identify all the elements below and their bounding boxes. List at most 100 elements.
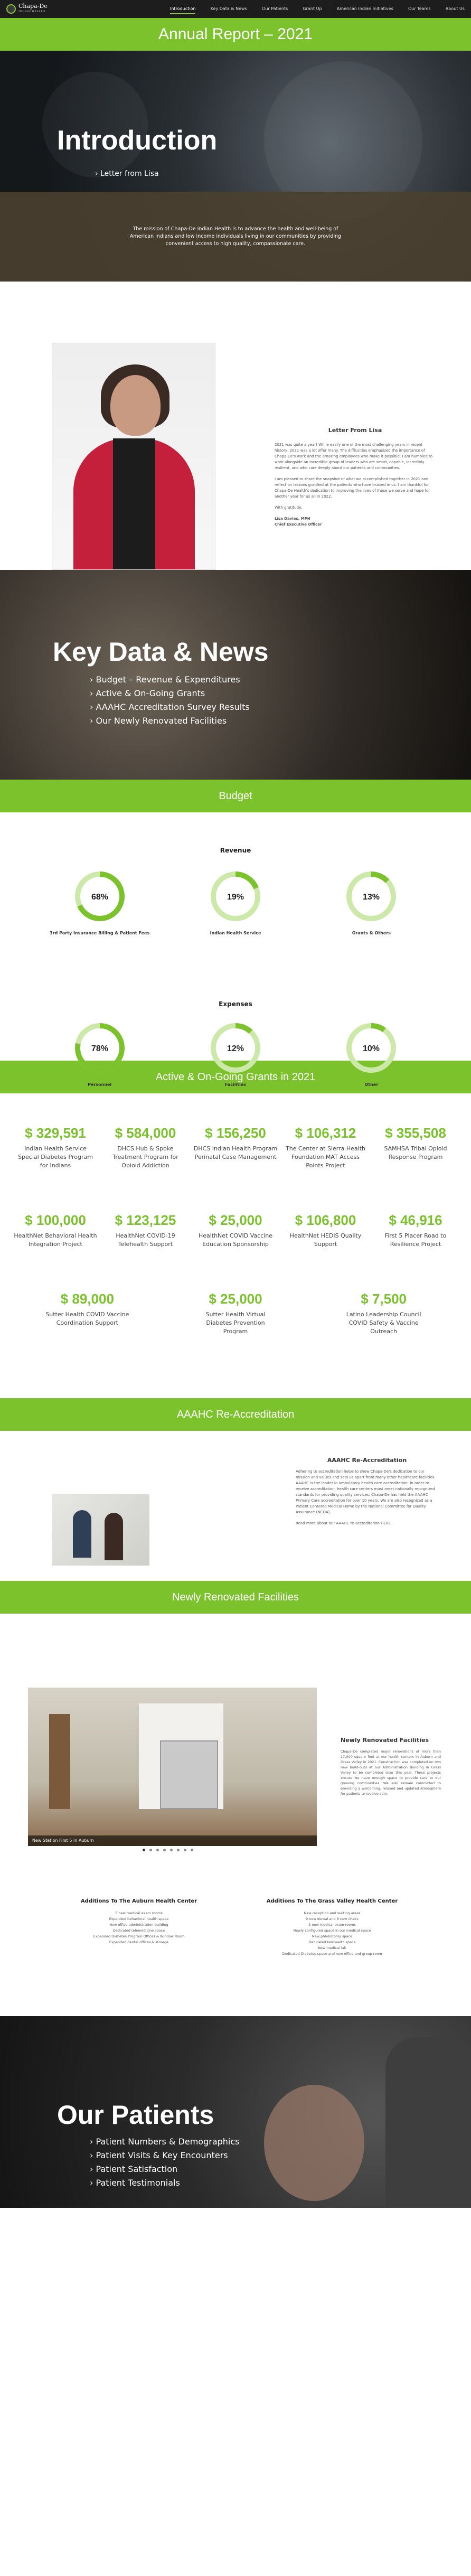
patients-link[interactable]: › Patient Visits & Key Encounters <box>90 2150 228 2160</box>
revenue-chart: 68% 3rd Party Insurance Billing & Patient… <box>0 869 471 937</box>
facility-photo-slider[interactable]: New Station First 5 in Auburn <box>28 1688 317 1846</box>
revenue-heading: Revenue <box>220 847 251 854</box>
addition-item: 9 new dental and 6 new chairs <box>306 1917 359 1921</box>
nav-item[interactable]: Our Patients <box>262 6 288 11</box>
key-data-links: › Budget – Revenue & Expenditures › Acti… <box>90 673 250 728</box>
slider-dot[interactable] <box>184 1849 186 1851</box>
grant-card: $ 100,000 HealthNet Behavioral Health Int… <box>13 1212 98 1249</box>
patients-title: Our Patients <box>57 2100 214 2130</box>
aaahc-read-more-link[interactable]: Read more about our AAAHC re-accreditati… <box>296 1521 391 1525</box>
hero-subtitle-link[interactable]: › Letter from Lisa <box>95 170 159 178</box>
grants-section: $ 329,591 Indian Health Service Special D… <box>0 1093 471 1398</box>
patients-hero: Our Patients › Patient Numbers & Demogra… <box>0 2016 471 2208</box>
slider-dot[interactable] <box>191 1849 193 1851</box>
grant-description: Sutter Health Virtual Diabetes Preventio… <box>205 1311 266 1335</box>
addition-item: Newly configured space in our medical sp… <box>293 1928 371 1933</box>
letter-signature: Lisa Davies, MPH Chief Executive Officer <box>275 517 322 527</box>
nav-item[interactable]: Our Teams <box>408 6 431 11</box>
donut-slice <box>210 1023 260 1073</box>
grant-card: $ 7,500 Latino Leadership Council COVID S… <box>342 1291 426 1336</box>
key-data-link[interactable]: › Our Newly Renovated Facilities <box>90 716 227 726</box>
grant-description: HealthNet COVID-19 Telehealth Support <box>116 1232 175 1248</box>
grant-amount: $ 123,125 <box>115 1212 176 1228</box>
renovated-paragraph: Chapa-De completed major renovations of … <box>341 1749 441 1796</box>
grant-amount: $ 89,000 <box>60 1291 114 1307</box>
grant-card: $ 584,000 DHCS Hub & Spoke Treatment Prog… <box>103 1125 188 1170</box>
logo-tagline: INDIAN HEALTH <box>18 10 45 13</box>
nav-item[interactable]: Grant Up <box>303 6 322 11</box>
logo-name: Chapa-De <box>18 3 48 10</box>
donut-chart: 10% <box>346 1023 397 1073</box>
mission-panel: The mission of Chapa-De Indian Health is… <box>0 192 471 282</box>
patients-link[interactable]: › Patient Testimonials <box>90 2178 180 2188</box>
letter-heading: Letter From Lisa <box>328 427 382 434</box>
donut-value-label: 78% <box>91 1044 108 1053</box>
nav-item[interactable]: Key Data & News <box>210 6 247 11</box>
budget-band: Budget <box>0 780 471 812</box>
nav-item[interactable]: American Indian Initiatives <box>336 6 393 11</box>
grant-card: $ 123,125 HealthNet COVID-19 Telehealth S… <box>103 1212 188 1249</box>
slider-dot[interactable] <box>156 1849 159 1851</box>
grant-amount: $ 7,500 <box>361 1291 407 1307</box>
aaahc-paragraph: Adhering to accreditation helps to show … <box>296 1469 436 1514</box>
patients-link[interactable]: › Patient Satisfaction <box>90 2164 178 2174</box>
grant-description: HealthNet COVID Vaccine Education Sponso… <box>198 1232 273 1248</box>
grant-card: $ 25,000 Sutter Health Virtual Diabetes P… <box>193 1291 278 1336</box>
slider-dots <box>143 1849 193 1851</box>
donut-slice <box>346 872 397 921</box>
donut-value-label: 68% <box>91 893 108 902</box>
grant-row: $ 100,000 HealthNet Behavioral Health Int… <box>13 1212 458 1249</box>
addition-item: Expanded Diabetes Program Offices & Wind… <box>93 1934 185 1938</box>
donut-item: 68% 3rd Party Insurance Billing & Patient… <box>47 869 153 937</box>
grant-amount: $ 25,000 <box>209 1291 262 1307</box>
grant-description: HealthNet HEDIS Quality Support <box>289 1232 362 1248</box>
addition-item: Expanded dental offices & storage <box>109 1940 169 1944</box>
grant-amount: $ 584,000 <box>115 1125 176 1141</box>
key-data-link[interactable]: › Active & On-Going Grants <box>90 688 205 698</box>
grant-description: Latino Leadership Council COVID Safety &… <box>346 1311 421 1335</box>
expenses-heading: Expenses <box>219 1000 252 1008</box>
key-data-link[interactable]: › Budget – Revenue & Expenditures <box>90 675 240 685</box>
key-data-link[interactable]: › AAAHC Accreditation Survey Results <box>90 702 250 712</box>
grass-valley-list: New reception and waiting areas 9 new den… <box>248 1910 417 1957</box>
grant-row: $ 89,000 Sutter Health COVID Vaccine Coor… <box>13 1291 458 1336</box>
slider-dot[interactable] <box>163 1849 166 1851</box>
slider-dot[interactable] <box>149 1849 152 1851</box>
donut-slice <box>346 1023 397 1073</box>
nav-item[interactable]: About Us <box>445 6 465 11</box>
addition-item: 3 new medical exam rooms <box>308 1923 356 1927</box>
key-data-title: Key Data & News <box>53 637 269 667</box>
addition-item: Dedicated Diabetes space and new office … <box>282 1952 382 1956</box>
nav-item[interactable]: Introduction <box>170 4 196 14</box>
slider-dot[interactable] <box>143 1849 145 1851</box>
grant-description: First 5 Placer Road to Resilience Projec… <box>384 1232 447 1248</box>
slider-dot[interactable] <box>177 1849 180 1851</box>
grant-amount: $ 106,312 <box>295 1125 356 1141</box>
donut-category-label: Personnel <box>88 1082 112 1087</box>
letter-section: Letter From Lisa 2021 was quite a year! … <box>0 282 471 570</box>
donut-item: 10% Other <box>318 1020 424 1089</box>
renovated-heading: Newly Renovated Facilities <box>341 1737 429 1744</box>
grant-card: $ 329,591 Indian Health Service Special D… <box>13 1125 98 1170</box>
grant-description: SAMHSA Tribal Opioid Response Program <box>384 1145 447 1160</box>
donut-value-label: 10% <box>363 1044 380 1053</box>
donut-category-label: Facilities <box>224 1082 247 1087</box>
addition-item: Expanded behavioral health space <box>109 1917 169 1921</box>
grant-amount: $ 100,000 <box>25 1212 86 1228</box>
ceo-portrait <box>52 343 215 570</box>
addition-item: New phlebotomy space <box>312 1934 353 1938</box>
slider-dot[interactable] <box>170 1849 173 1851</box>
logo[interactable]: Chapa-De INDIAN HEALTH <box>6 3 170 14</box>
key-data-hero: Key Data & News › Budget – Revenue & Exp… <box>0 570 471 780</box>
donut-value-label: 13% <box>363 893 380 902</box>
donut-value-label: 12% <box>227 1044 244 1053</box>
aaahc-text: AAAHC Re-Accreditation Adhering to accre… <box>296 1457 438 1532</box>
patients-link[interactable]: › Patient Numbers & Demographics <box>90 2137 240 2147</box>
donut-value-label: 19% <box>227 893 244 902</box>
grant-description: HealthNet Behavioral Health Integration … <box>14 1232 97 1248</box>
donut-category-label: Grants & Others <box>352 931 391 935</box>
main-menu: Introduction Key Data & News Our Patients G… <box>170 4 465 14</box>
slide-caption: New Station First 5 in Auburn <box>28 1835 317 1846</box>
grant-amount: $ 25,000 <box>209 1212 262 1228</box>
grant-amount: $ 329,591 <box>25 1125 86 1141</box>
